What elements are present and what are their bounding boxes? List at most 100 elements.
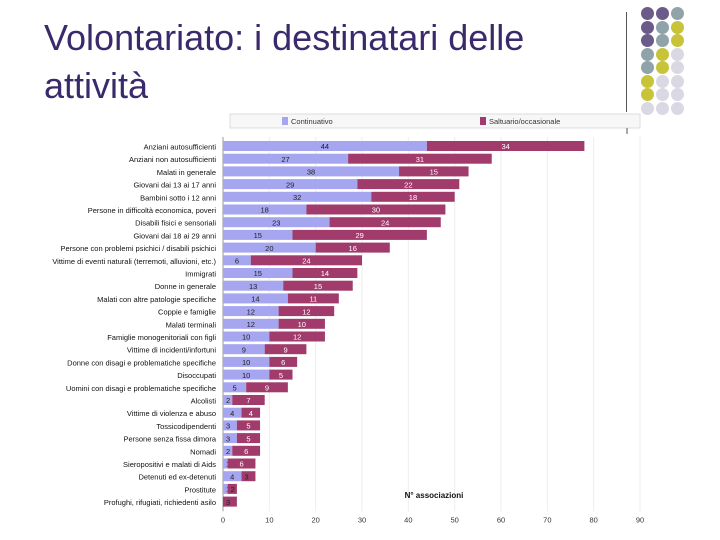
bar-segment — [241, 471, 256, 482]
bar-segment — [223, 483, 228, 494]
bar-segment — [306, 204, 446, 215]
data-label: 6 — [244, 447, 248, 456]
x-axis-label: N° associazioni — [405, 491, 464, 500]
decorative-dot — [671, 74, 684, 88]
data-label: 9 — [242, 345, 246, 354]
decorative-dot — [641, 101, 654, 115]
data-label: 10 — [242, 371, 250, 380]
data-label: 38 — [307, 168, 315, 177]
data-label: 9 — [283, 345, 287, 354]
data-label: 4 — [230, 472, 234, 481]
decorative-dot — [641, 7, 654, 20]
y-tick-label: Sieropositivi e malati di Aids — [123, 460, 216, 469]
y-tick-label: Immigrati — [185, 270, 216, 279]
decorative-dots — [641, 7, 720, 117]
x-tick-label: 30 — [358, 515, 366, 524]
data-label: 5 — [246, 434, 250, 443]
bar-segment — [278, 306, 335, 317]
y-tick-label: Donne in generale — [155, 282, 216, 291]
title-divider — [626, 12, 627, 112]
decorative-dot — [641, 47, 654, 61]
bar-segment — [223, 242, 316, 253]
decorative-dot — [656, 7, 669, 20]
y-tick-label: Vittime di incidenti/infortuni — [127, 346, 216, 355]
legend-label: Saltuario/occasionale — [489, 117, 560, 126]
y-tick-label: Giovani dai 18 ai 29 anni — [133, 231, 216, 240]
data-label: 34 — [501, 142, 509, 151]
bar-segment — [269, 331, 325, 342]
bar-segment — [232, 395, 265, 405]
data-label: 18 — [261, 206, 269, 215]
decorative-dot — [656, 61, 669, 74]
data-label: 23 — [272, 218, 280, 227]
bar-segment — [223, 445, 233, 456]
bar-segment — [348, 153, 492, 164]
data-label: 16 — [349, 244, 357, 253]
data-label: 18 — [409, 193, 417, 202]
data-label: 2 — [226, 447, 230, 456]
bar-segment — [223, 420, 237, 431]
bar-segment — [223, 496, 237, 507]
bar-segment — [223, 217, 330, 228]
data-label: 7 — [246, 396, 250, 405]
bar-segment — [223, 268, 293, 278]
x-tick-label: 80 — [589, 515, 597, 524]
data-label: 13 — [249, 282, 257, 291]
bar-segment — [223, 331, 270, 342]
y-tick-label: Tossicodipendenti — [156, 422, 216, 431]
bar-segment — [223, 166, 400, 177]
decorative-dot — [656, 74, 669, 88]
bar-segment — [223, 344, 265, 355]
legend-box — [229, 113, 641, 129]
bar-segment — [223, 382, 247, 393]
bar-segment — [399, 166, 469, 177]
y-tick-label: Uomini con disagi e problematiche specif… — [66, 384, 216, 393]
y-tick-label: Alcolisti — [191, 397, 217, 406]
data-label: 10 — [298, 320, 306, 329]
data-label: 12 — [293, 333, 301, 342]
decorative-dot — [671, 34, 684, 47]
data-label: 11 — [309, 295, 317, 304]
bar-segment — [315, 242, 390, 253]
data-label: 29 — [286, 180, 294, 189]
y-tick-label: Disoccupati — [177, 371, 216, 380]
bar-segment — [227, 458, 256, 469]
x-tick-label: 70 — [543, 515, 551, 524]
data-label: 12 — [247, 320, 255, 329]
x-tick-label: 90 — [636, 515, 644, 524]
bar-segment — [223, 458, 228, 469]
data-label: 24 — [302, 257, 310, 266]
y-tick-label: Vittime di violenza e abuso — [127, 409, 216, 418]
bar-segment — [223, 395, 233, 405]
data-label: 29 — [356, 231, 364, 240]
decorative-dot — [656, 101, 669, 115]
data-label: 15 — [254, 269, 262, 278]
data-label: 15 — [314, 282, 322, 291]
y-tick-label: Malati in generale — [157, 168, 216, 177]
x-tick-label: 50 — [450, 515, 458, 524]
bar-segment — [223, 306, 279, 317]
bar-segment — [227, 483, 237, 494]
data-label: 12 — [247, 307, 255, 316]
bar-segment — [223, 255, 251, 266]
bar-segment — [278, 318, 325, 329]
bar-segment — [223, 369, 270, 380]
y-tick-label: Nomadi — [190, 447, 216, 456]
data-label: 3 — [226, 422, 230, 431]
slide-title: Volontariato: i destinatari delle attivi… — [44, 17, 525, 106]
data-label: 14 — [251, 295, 259, 304]
data-label: 6 — [281, 358, 285, 367]
data-label: 31 — [416, 155, 424, 164]
bar-segment — [241, 407, 261, 418]
bar-segment — [287, 293, 339, 304]
y-tick-label: Persone senza fissa dimora — [123, 435, 216, 444]
y-tick-label: Donne con disagi e problematiche specifi… — [67, 358, 216, 367]
bar-segment — [223, 179, 358, 190]
bar-segment — [223, 293, 288, 304]
bar-segment — [264, 344, 307, 355]
legend-swatch — [480, 117, 486, 125]
bar-segment — [223, 153, 349, 164]
y-tick-label: Bambini sotto i 12 anni — [140, 193, 216, 202]
decorative-dot — [641, 61, 654, 74]
bar-segment — [223, 141, 427, 151]
